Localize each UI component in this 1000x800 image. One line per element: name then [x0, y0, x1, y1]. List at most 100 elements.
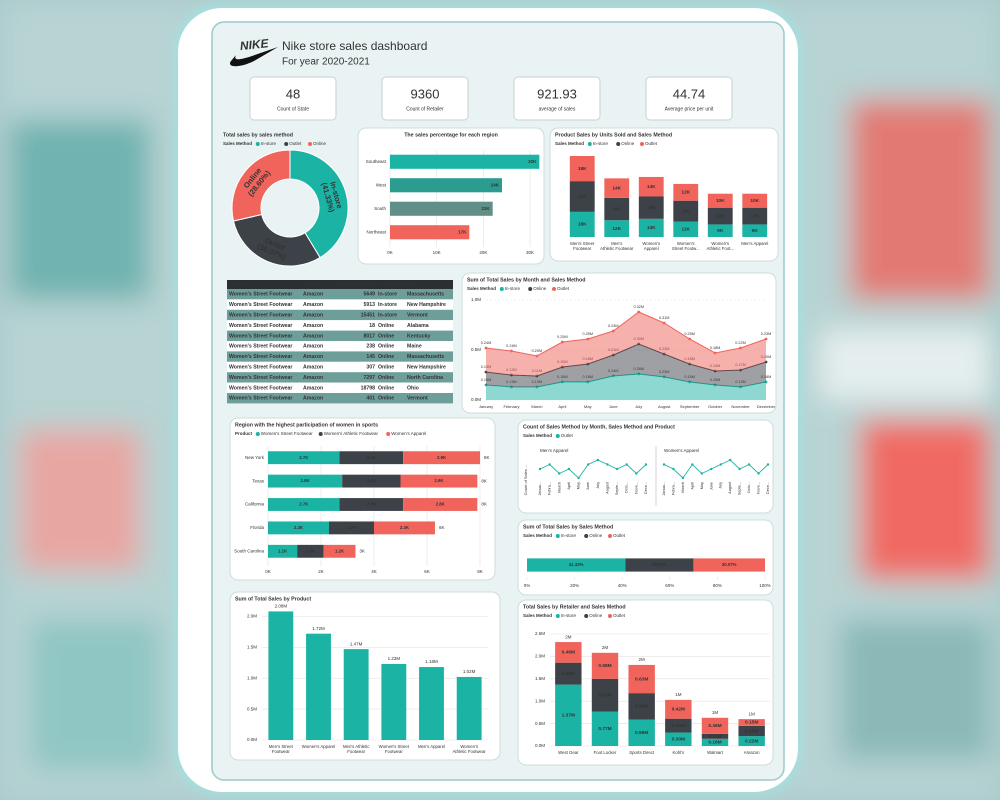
bar-segment	[374, 521, 435, 535]
bar-segment	[638, 218, 664, 237]
label-line: Footwear	[573, 246, 591, 251]
point	[484, 346, 488, 350]
x-category-label: May	[584, 404, 592, 409]
value-label: 1.02M	[463, 669, 476, 674]
legend-marker	[555, 614, 560, 618]
table-cell: 5649	[363, 292, 375, 298]
point	[535, 354, 539, 358]
value-label: 2.3K	[400, 525, 410, 530]
x-category-label: Women's Street Footwear	[379, 744, 410, 754]
legend-marker	[552, 287, 556, 291]
table-cell: Amazon	[303, 333, 323, 339]
x-category-label: Septe...	[615, 482, 619, 495]
x-tick-label: 100%	[759, 583, 771, 588]
bar-segment	[268, 544, 298, 558]
table-row-bg	[227, 361, 453, 373]
bar-segment	[742, 207, 768, 225]
table-cell: 7297	[363, 375, 375, 381]
x-category-label: Men's Street Footwear	[269, 744, 294, 754]
value-label: 2.2K	[367, 478, 377, 483]
value-label: 1.47M	[350, 641, 363, 646]
table-cell: Women's Street Footwear	[229, 344, 292, 350]
legend-title: Sales Method	[223, 141, 252, 146]
bar-segment	[707, 207, 733, 225]
x-tick-label: 60%	[665, 583, 674, 588]
point	[738, 467, 741, 471]
kpi-label: Count of State	[277, 106, 309, 112]
value-label: 0.11M	[708, 734, 721, 740]
table-cell: Amazon	[303, 323, 323, 329]
bar-segment	[707, 224, 733, 237]
value-label: 2.08M	[275, 604, 288, 609]
total-label: 2M	[602, 645, 609, 650]
legend-marker	[528, 287, 533, 291]
x-category-label: Women's Apparel	[642, 241, 660, 251]
value-label: 2.7K	[299, 502, 309, 507]
y-category-label: South Carolina	[234, 548, 264, 553]
point	[662, 321, 666, 325]
legend-label: Outlet	[645, 141, 658, 146]
table-cell: North Carolina	[407, 375, 443, 381]
chart-title: Region with the highest participation of…	[235, 422, 378, 428]
x-category-label: Nove...	[757, 482, 761, 494]
bar-segment	[328, 521, 374, 535]
value-label: 1.7K	[347, 525, 357, 530]
table-cell: Amazon	[303, 292, 323, 298]
value-label: 1.0K	[306, 548, 316, 553]
label-line: Men's Street	[269, 744, 294, 749]
table-row-bg	[227, 289, 453, 300]
y-tick-label: 0.5M	[535, 721, 545, 726]
area-fill	[486, 374, 766, 400]
value-label: 2.4K	[367, 502, 377, 507]
line	[539, 459, 647, 479]
table-row-bg	[227, 351, 453, 362]
point	[688, 337, 692, 341]
point	[567, 467, 571, 471]
table-cell: Online	[378, 364, 394, 370]
value-label: 2.8K	[436, 502, 446, 507]
value-label: 1.72M	[312, 626, 325, 631]
label-line: Women's	[677, 241, 695, 246]
table-cell: Online	[378, 385, 394, 391]
x-category-label: Men's Apparel	[418, 744, 445, 749]
kpi-label: Count of Retailer	[406, 106, 444, 112]
point	[558, 472, 561, 475]
table-cell: Women's Street Footwear	[229, 354, 292, 360]
y-tick-label: 1.5M	[247, 644, 257, 649]
x-category-label: August	[605, 481, 609, 494]
legend-marker	[255, 142, 260, 146]
chart-card	[517, 519, 774, 596]
x-category-label: August	[728, 481, 732, 494]
y-tick-label: 1.0M	[471, 297, 481, 302]
table-cell: Women's Street Footwear	[229, 292, 292, 298]
dashboard-subtitle: For year 2020-2021	[282, 57, 370, 68]
nike-swoosh	[229, 47, 278, 67]
value-label: 10K	[716, 198, 725, 204]
bar-segment	[323, 544, 356, 558]
value-label: 0.25M	[684, 332, 695, 336]
legend-marker	[318, 432, 323, 436]
chart-title: Sum of Total Sales by Product	[235, 596, 311, 602]
bar-segment	[628, 664, 655, 694]
table-cell: Amazon	[303, 354, 323, 360]
value-label: 0.42M	[672, 707, 685, 713]
x-category-label: July	[635, 404, 642, 409]
total-label: 2M	[639, 657, 646, 662]
chart-title: Product Sales by Units Sold and Sales Me…	[555, 132, 672, 138]
bar	[419, 667, 444, 740]
value-label: 0.18M	[710, 346, 721, 350]
point	[719, 463, 722, 466]
value-label: 17K	[458, 229, 467, 234]
y-axis-label: Count of Sales ...	[523, 465, 528, 496]
bar	[456, 676, 482, 740]
table-cell: New Hampshire	[407, 302, 446, 308]
x-tick-label: 20%	[570, 583, 579, 588]
bar-segment	[673, 200, 699, 222]
value-label: 0.24M	[506, 344, 517, 348]
legend-title: Product	[235, 431, 253, 436]
label-line: Athletic Foot...	[707, 246, 734, 251]
y-category-label: Northeast	[366, 229, 386, 234]
x-tick-label: 2K	[318, 569, 324, 574]
value-label: 2.9K	[437, 455, 447, 460]
